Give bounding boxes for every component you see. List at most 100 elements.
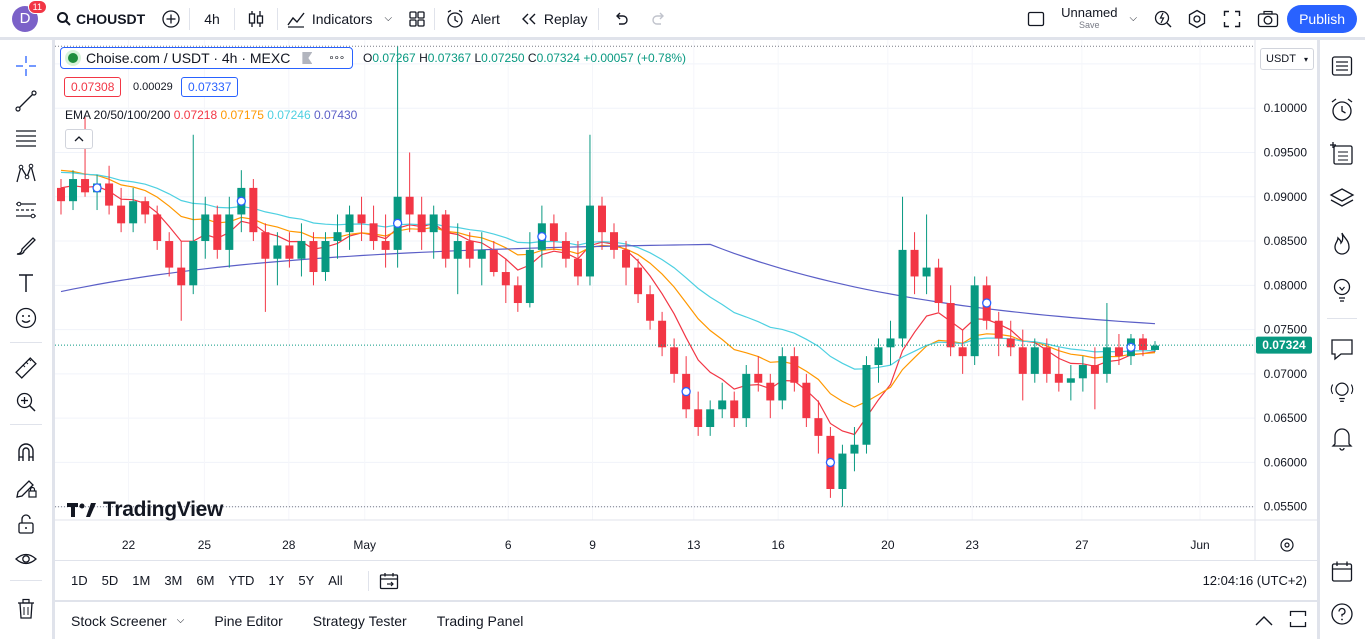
hide-drawings-tool[interactable] xyxy=(12,545,40,573)
drawing-toolbar xyxy=(0,40,52,639)
hotlists-button[interactable] xyxy=(1328,230,1356,258)
low-value: 0.07250 xyxy=(481,51,525,65)
price-axis[interactable]: 0.105000.100000.095000.090000.085000.080… xyxy=(1264,57,1308,514)
publish-button[interactable]: Publish xyxy=(1287,4,1357,33)
tab-pine-editor[interactable]: Pine Editor xyxy=(214,612,283,629)
candle-body xyxy=(441,214,450,259)
alerts-button[interactable] xyxy=(1328,96,1356,124)
tips-button[interactable] xyxy=(1328,378,1356,406)
chats-button[interactable] xyxy=(1328,335,1356,363)
maximize-panel-button[interactable] xyxy=(1289,610,1307,631)
tab-stock-screener[interactable]: Stock Screener ⌵ xyxy=(55,613,199,629)
tab-trading-panel[interactable]: Trading Panel xyxy=(436,612,524,629)
layout-select-button[interactable]: Unnamed Save ⌵ xyxy=(1017,0,1147,38)
candle-body xyxy=(898,249,907,339)
notifications-button[interactable] xyxy=(1328,424,1356,452)
candle-body xyxy=(946,303,955,348)
crosshair-tool[interactable] xyxy=(12,52,40,80)
timeframe-button[interactable]: 5D xyxy=(101,573,119,588)
emoji-tool[interactable] xyxy=(12,304,40,332)
settings-button[interactable] xyxy=(1179,0,1215,38)
watermark-text: TradingView xyxy=(103,498,224,521)
ideas-button[interactable] xyxy=(1328,276,1356,304)
time-tick-label: 13 xyxy=(687,538,701,552)
remove-drawings-tool[interactable] xyxy=(12,595,40,623)
time-axis[interactable]: 22 25 28 May 6 9 13 16 20 23 27 Jun xyxy=(122,538,1210,552)
ema-legend[interactable]: EMA 20/50/100/200 0.07218 0.07175 0.0724… xyxy=(65,108,357,122)
compare-symbol-button[interactable] xyxy=(153,0,189,38)
magnet-tool[interactable] xyxy=(12,438,40,466)
timeframe-button[interactable]: YTD xyxy=(228,573,255,588)
calendar-button[interactable] xyxy=(1328,558,1356,586)
timeframe-button[interactable]: 5Y xyxy=(298,573,315,588)
candle-body xyxy=(814,418,823,436)
replay-button[interactable]: Replay xyxy=(510,0,598,38)
measure-tool[interactable] xyxy=(12,354,40,382)
timeframe-button[interactable]: 1M xyxy=(132,573,151,588)
quick-search-button[interactable] xyxy=(1147,0,1179,38)
currency-select[interactable]: USDT ▾ xyxy=(1260,48,1314,70)
time-tick-label: 28 xyxy=(282,538,296,552)
collapse-legend-button[interactable] xyxy=(65,129,93,149)
trend-line-tool[interactable] xyxy=(12,87,40,115)
symbol-search-button[interactable]: CHOUSDT xyxy=(48,0,153,38)
candle-body xyxy=(622,249,631,268)
chart-type-button[interactable] xyxy=(235,0,277,38)
buy-price-box[interactable]: 0.07337 xyxy=(181,77,239,97)
clock-timezone[interactable]: 12:04:16 (UTC+2) xyxy=(1202,573,1307,588)
interval-button[interactable]: 4h xyxy=(204,10,220,27)
pattern-tool[interactable] xyxy=(12,160,40,188)
candle-body xyxy=(597,205,606,233)
chart-canvas[interactable]: 0.105000.100000.095000.090000.085000.080… xyxy=(55,40,1317,560)
stay-drawing-tool[interactable] xyxy=(12,474,40,502)
user-avatar[interactable]: D 11 xyxy=(12,0,47,32)
candle-body xyxy=(886,338,895,348)
ema100-line xyxy=(60,171,1156,370)
alert-label: Alert xyxy=(471,10,500,27)
undo-button[interactable] xyxy=(599,0,643,38)
indicators-button[interactable]: Indicators ⌵ xyxy=(278,0,400,38)
alert-button[interactable]: Alert xyxy=(435,0,510,38)
more-options-button[interactable]: ∘∘∘ xyxy=(328,52,345,64)
text-tool[interactable] xyxy=(12,269,40,297)
timeframe-button[interactable]: 1Y xyxy=(268,573,285,588)
divider xyxy=(10,580,42,581)
timeframe-button[interactable]: 3M xyxy=(164,573,183,588)
candle-body xyxy=(321,241,330,273)
candle-body xyxy=(513,285,522,304)
fullscreen-button[interactable] xyxy=(1215,0,1249,38)
help-button[interactable] xyxy=(1328,600,1356,628)
chart-pane[interactable]: 0.105000.100000.095000.090000.085000.080… xyxy=(55,40,1317,600)
brush-tool[interactable] xyxy=(12,232,40,260)
redo-button[interactable] xyxy=(643,0,675,38)
collapse-panel-button[interactable] xyxy=(1255,613,1273,629)
zoom-in-icon xyxy=(16,392,36,412)
zoom-tool[interactable] xyxy=(12,388,40,416)
timeframe-list: 1D 5D 1M 3M 6M YTD 1Y 5Y All xyxy=(64,573,350,588)
date-range-button[interactable] xyxy=(367,570,399,591)
templates-button[interactable] xyxy=(400,0,434,38)
event-marker xyxy=(825,457,836,468)
tab-strategy-tester[interactable]: Strategy Tester xyxy=(312,612,407,629)
candle-body xyxy=(658,320,667,348)
watchlist-button[interactable] xyxy=(1328,52,1356,80)
lock-drawings-tool[interactable] xyxy=(12,510,40,538)
candle-body xyxy=(381,241,390,250)
timeframe-button[interactable]: 6M xyxy=(196,573,215,588)
fib-tool[interactable] xyxy=(12,124,40,152)
symbol-legend[interactable]: Choise.com / USDT · 4h · MEXC ∘∘∘ xyxy=(60,47,354,69)
snapshot-button[interactable] xyxy=(1249,0,1287,38)
maximize-icon xyxy=(1289,610,1307,628)
prediction-tool[interactable] xyxy=(12,196,40,224)
ema50-line xyxy=(60,169,1156,408)
candle-body xyxy=(838,453,847,490)
timezone-settings-button[interactable] xyxy=(1280,538,1294,552)
sell-price-box[interactable]: 0.07308 xyxy=(64,77,122,97)
timeframe-button[interactable]: All xyxy=(328,573,343,588)
open-value: 0.07267 xyxy=(372,51,416,65)
object-tree-button[interactable] xyxy=(1328,140,1356,168)
layers-button[interactable] xyxy=(1328,185,1356,213)
high-value: 0.07367 xyxy=(427,51,472,65)
timeframe-button[interactable]: 1D xyxy=(71,573,88,588)
time-tick-label: 22 xyxy=(122,538,136,552)
